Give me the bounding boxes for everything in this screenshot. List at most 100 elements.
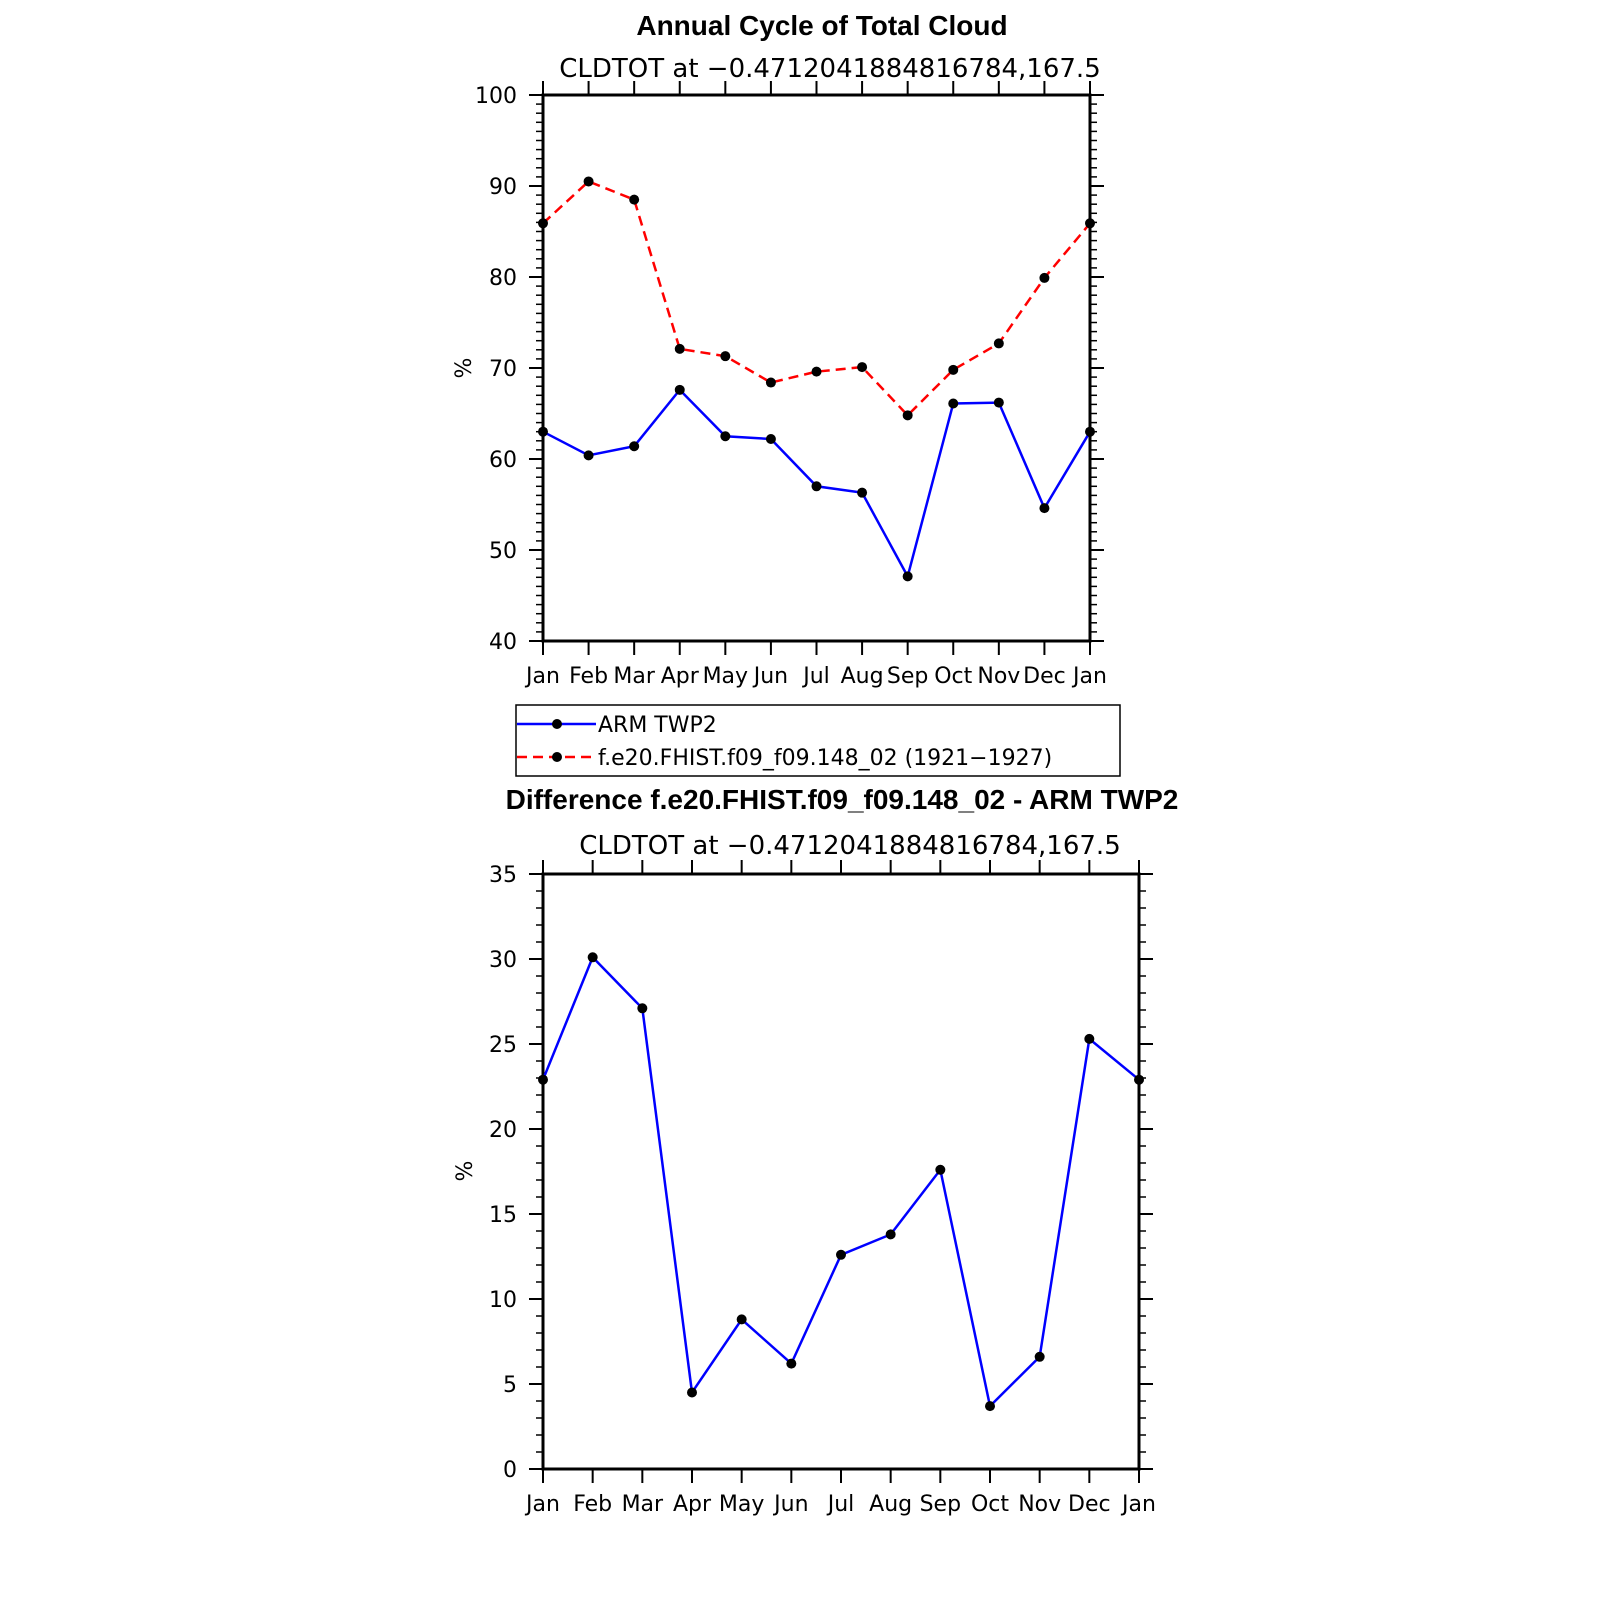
top-x-tick-label: Dec	[1023, 664, 1066, 689]
bottom-y-tick-label: 5	[503, 1373, 517, 1398]
top-x-tick-label: Apr	[661, 664, 700, 689]
bottom-x-tick-label: Jan	[524, 1492, 560, 1517]
top-series-1-point	[902, 410, 913, 421]
top-series-1-point	[583, 176, 594, 187]
top-series-0-point	[538, 426, 548, 437]
top-x-tick-label: Jul	[801, 664, 830, 689]
top-chart-y-label: %	[452, 358, 477, 379]
top-y-tick-label: 90	[489, 175, 517, 200]
bottom-chart-axes: Jan Feb Mar Apr May Jun Jul Aug Sep Oct Nov Dec Jan 0…	[489, 860, 1156, 1517]
top-y-tick-label: 60	[489, 448, 517, 473]
bottom-series-line-0	[541, 955, 1140, 1409]
bottom-series-0-point	[1034, 1351, 1045, 1362]
top-series-0-point	[857, 487, 868, 498]
top-x-tick-label: Nov	[977, 664, 1020, 689]
top-series-1-point	[674, 343, 685, 354]
bottom-chart-title: Difference f.e20.FHIST.f09_f09.148_02 - …	[506, 784, 1179, 815]
bottom-x-tick-label: Sep	[920, 1492, 961, 1517]
bottom-chart-series	[538, 952, 1144, 1412]
legend-marker-arm	[552, 719, 562, 729]
bottom-series-0-point	[935, 1164, 946, 1175]
top-series-1-point	[857, 362, 868, 373]
top-series-line-1	[542, 179, 1091, 418]
top-x-tick-label: Oct	[934, 664, 972, 689]
top-x-tick-label: May	[703, 664, 748, 689]
bottom-y-tick-label: 20	[489, 1118, 517, 1143]
bottom-y-tick-label: 25	[489, 1033, 517, 1058]
bottom-x-tick-label: Feb	[573, 1492, 612, 1517]
top-series-1-point	[720, 351, 731, 362]
top-x-tick-label: Jan	[1071, 664, 1107, 689]
bottom-series-0-point	[587, 952, 598, 963]
bottom-series-0-point	[885, 1229, 896, 1240]
bottom-series-0-point	[786, 1358, 797, 1369]
top-y-tick-label: 50	[489, 539, 517, 564]
top-x-tick-label: Mar	[613, 664, 655, 689]
top-series-0-point	[674, 384, 685, 395]
top-series-0-point	[1039, 503, 1050, 514]
top-series-1-point	[811, 366, 822, 377]
bottom-y-tick-label: 10	[489, 1288, 517, 1313]
legend: ARM TWP2 f.e20.FHIST.f09_f09.148_02 (192…	[515, 704, 1121, 777]
top-x-tick-label: Aug	[841, 664, 884, 689]
legend-marker-model	[552, 752, 562, 762]
top-series-0-point	[720, 431, 731, 442]
bottom-y-tick-label: 30	[489, 948, 517, 973]
legend-label-model: f.e20.FHIST.f09_f09.148_02 (1921−1927)	[598, 746, 1052, 771]
top-x-tick-label: Sep	[887, 664, 928, 689]
bottom-y-tick-label: 0	[503, 1458, 517, 1483]
top-chart: Annual Cycle of Total Cloud CLDTOT at −0…	[452, 10, 1107, 689]
bottom-x-tick-label: Aug	[869, 1492, 912, 1517]
top-series-0-point	[1085, 426, 1095, 437]
top-chart-axes: Jan Feb Mar Apr May Jun Jul Aug Sep Oct Nov Dec Jan4…	[475, 81, 1107, 689]
top-series-1-point	[538, 218, 548, 229]
bottom-series-0-point	[736, 1314, 747, 1325]
top-x-tick-label: Jun	[752, 664, 788, 689]
bottom-series-0-point	[1084, 1033, 1095, 1044]
top-x-tick-label: Feb	[569, 664, 608, 689]
top-x-tick-label: Jan	[524, 664, 560, 689]
bottom-x-tick-label: Apr	[673, 1492, 712, 1517]
bottom-series-0-point	[985, 1401, 995, 1412]
bottom-chart: Difference f.e20.FHIST.f09_f09.148_02 - …	[453, 784, 1178, 1517]
top-chart-title: Annual Cycle of Total Cloud	[636, 10, 1007, 41]
top-y-tick-label: 100	[475, 84, 517, 109]
top-series-0-point	[811, 481, 822, 492]
bottom-x-tick-label: Jan	[1120, 1492, 1156, 1517]
top-series-0-point	[765, 433, 776, 444]
top-chart-subtitle: CLDTOT at −0.4712041884816784,167.5	[559, 54, 1101, 84]
top-y-tick-label: 80	[489, 266, 517, 291]
bottom-x-tick-label: Jul	[826, 1492, 855, 1517]
top-chart-series	[538, 176, 1095, 582]
top-series-0-point	[583, 450, 594, 461]
top-series-1-point	[1039, 272, 1050, 283]
top-series-1-point	[993, 338, 1004, 349]
top-series-1-point	[1085, 218, 1095, 229]
bottom-x-tick-label: Jun	[772, 1492, 808, 1517]
bottom-x-tick-label: May	[719, 1492, 764, 1517]
top-series-0-point	[902, 571, 913, 582]
top-y-tick-label: 70	[489, 357, 517, 382]
legend-label-arm: ARM TWP2	[598, 713, 717, 738]
bottom-series-0-point	[637, 1003, 648, 1014]
bottom-x-tick-label: Nov	[1018, 1492, 1061, 1517]
top-series-0-point	[629, 441, 640, 452]
bottom-y-tick-label: 15	[489, 1203, 517, 1228]
top-series-0-point	[948, 398, 959, 409]
bottom-series-0-point	[1134, 1074, 1144, 1085]
bottom-y-tick-label: 35	[489, 863, 517, 888]
top-series-0-point	[993, 397, 1004, 408]
top-series-1-point	[629, 194, 640, 205]
bottom-x-tick-label: Oct	[971, 1492, 1009, 1517]
top-series-1-point	[765, 377, 776, 388]
bottom-x-tick-label: Mar	[622, 1492, 664, 1517]
bottom-series-0-point	[687, 1387, 697, 1398]
bottom-x-tick-label: Dec	[1068, 1492, 1111, 1517]
bottom-chart-y-label: %	[453, 1161, 478, 1182]
bottom-series-0-point	[836, 1249, 846, 1260]
legend-box	[515, 704, 1121, 777]
bottom-chart-subtitle: CLDTOT at −0.4712041884816784,167.5	[579, 831, 1121, 861]
top-series-1-point	[948, 364, 959, 375]
bottom-plot-frame	[541, 872, 1141, 1471]
